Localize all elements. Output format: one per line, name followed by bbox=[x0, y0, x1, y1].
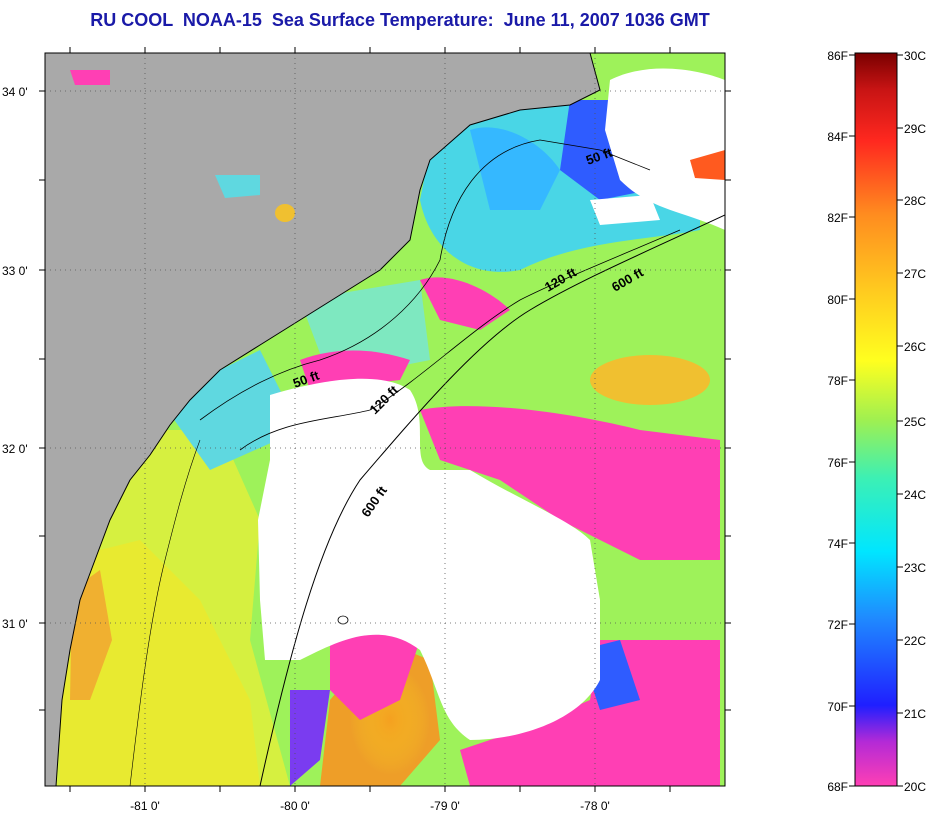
lon-label-81: -81 0' bbox=[130, 799, 160, 813]
cbar-c-25: 25C bbox=[904, 415, 926, 429]
cbar-f-86: 86F bbox=[827, 49, 848, 63]
cbar-c-27: 27C bbox=[904, 267, 926, 281]
depth-contour-120ft bbox=[239, 229, 681, 451]
map-ticks bbox=[39, 47, 731, 792]
lat-label-32: 32 0' bbox=[2, 442, 28, 456]
colorbar-gradient bbox=[854, 52, 898, 787]
cbar-c-21: 21C bbox=[904, 707, 926, 721]
cbar-c-22: 22C bbox=[904, 634, 926, 648]
cbar-c-29: 29C bbox=[904, 122, 926, 136]
cbar-f-84: 84F bbox=[827, 130, 848, 144]
cbar-c-24: 24C bbox=[904, 488, 926, 502]
cbar-f-76: 76F bbox=[827, 456, 848, 470]
colorbar: 86F 84F 82F 80F 78F 76F 74F 72F 70F 68F … bbox=[827, 49, 926, 794]
cbar-f-82: 82F bbox=[827, 211, 848, 225]
lon-label-80: -80 0' bbox=[280, 799, 310, 813]
graticule bbox=[45, 53, 725, 786]
cbar-f-78: 78F bbox=[827, 374, 848, 388]
offshore-warm-patch bbox=[590, 355, 710, 405]
map-frame bbox=[44, 52, 726, 787]
cbar-f-74: 74F bbox=[827, 537, 848, 551]
cbar-c-23: 23C bbox=[904, 561, 926, 575]
cbar-c-28: 28C bbox=[904, 194, 926, 208]
lon-label-78: -78 0' bbox=[580, 799, 610, 813]
map-title: RU COOL NOAA-15 Sea Surface Temperature:… bbox=[90, 10, 710, 30]
cbar-f-68: 68F bbox=[827, 780, 848, 794]
cbar-f-80: 80F bbox=[827, 293, 848, 307]
cloud-cover-northeast bbox=[605, 68, 725, 230]
coastal-orange-patch bbox=[70, 570, 112, 700]
cbar-f-70: 70F bbox=[827, 700, 848, 714]
cbar-c-26: 26C bbox=[904, 340, 926, 354]
lat-label-33: 33 0' bbox=[2, 264, 28, 278]
cbar-f-72: 72F bbox=[827, 618, 848, 632]
cold-front-band bbox=[420, 406, 720, 560]
lat-label-31: 31 0' bbox=[2, 617, 28, 631]
depth-contour-50ft bbox=[199, 139, 651, 421]
cbar-c-30: 30C bbox=[904, 49, 926, 63]
land-mass bbox=[45, 53, 600, 786]
lat-label-34: 34 0' bbox=[2, 85, 28, 99]
depth-contour-600ft bbox=[259, 214, 725, 786]
coastline bbox=[55, 53, 601, 786]
cloud-cover-central bbox=[258, 378, 600, 740]
sst-map: 50 ft 120 ft 600 ft 50 ft 120 ft 600 ft bbox=[45, 53, 725, 786]
lon-label-79: -79 0' bbox=[430, 799, 460, 813]
cbar-c-20: 20C bbox=[904, 780, 926, 794]
